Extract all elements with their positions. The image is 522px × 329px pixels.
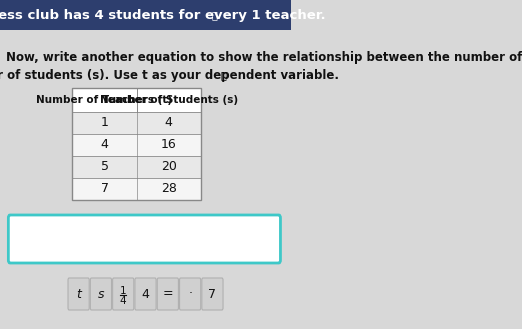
FancyBboxPatch shape — [113, 278, 134, 310]
FancyBboxPatch shape — [73, 134, 201, 156]
Text: t: t — [76, 288, 81, 300]
Text: A chess club has 4 students for every 1 teacher.: A chess club has 4 students for every 1 … — [0, 9, 325, 21]
Text: 4: 4 — [120, 296, 126, 306]
Text: 7: 7 — [101, 183, 109, 195]
Text: 5: 5 — [101, 161, 109, 173]
Text: 1: 1 — [120, 286, 126, 296]
FancyBboxPatch shape — [90, 278, 112, 310]
FancyBboxPatch shape — [157, 278, 179, 310]
Text: Now, write another equation to show the relationship between the number of teach: Now, write another equation to show the … — [6, 52, 522, 64]
FancyBboxPatch shape — [202, 278, 223, 310]
FancyBboxPatch shape — [73, 178, 201, 200]
Text: 4: 4 — [101, 139, 109, 151]
FancyBboxPatch shape — [73, 112, 201, 134]
Text: 16: 16 — [161, 139, 176, 151]
Text: 🔊: 🔊 — [212, 10, 218, 20]
FancyBboxPatch shape — [0, 0, 291, 30]
FancyBboxPatch shape — [73, 156, 201, 178]
Text: 7: 7 — [208, 288, 217, 300]
Text: 20: 20 — [161, 161, 176, 173]
FancyBboxPatch shape — [68, 278, 89, 310]
FancyBboxPatch shape — [73, 88, 201, 112]
Text: 1: 1 — [101, 116, 109, 130]
Text: s: s — [98, 288, 104, 300]
Text: Number of Teachers (t): Number of Teachers (t) — [37, 95, 173, 105]
Text: 28: 28 — [161, 183, 176, 195]
Text: Number of Students (s): Number of Students (s) — [100, 95, 238, 105]
FancyBboxPatch shape — [135, 278, 156, 310]
Text: number of students (s). Use t as your dependent variable.: number of students (s). Use t as your de… — [0, 68, 339, 82]
Text: 🔊: 🔊 — [220, 70, 226, 80]
Text: ·: · — [188, 288, 192, 300]
Text: 4: 4 — [165, 116, 173, 130]
FancyBboxPatch shape — [8, 215, 280, 263]
Text: 4: 4 — [141, 288, 149, 300]
FancyBboxPatch shape — [180, 278, 201, 310]
Text: =: = — [162, 288, 173, 300]
